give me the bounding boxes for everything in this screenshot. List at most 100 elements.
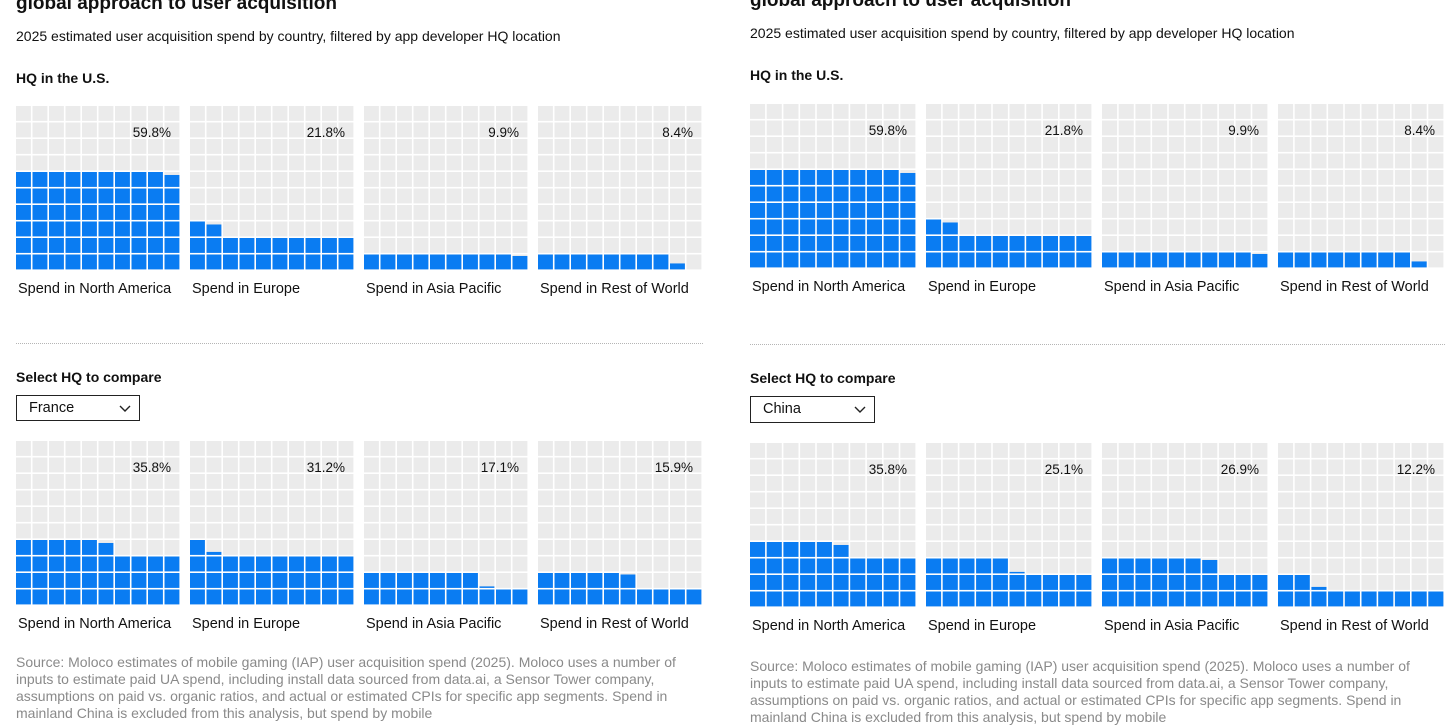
- waffle-cell-bg: [322, 441, 337, 456]
- waffle-cell: [1118, 558, 1134, 574]
- waffle-cell-bg: [1394, 492, 1410, 508]
- waffle-cell: [190, 556, 205, 572]
- waffle-cell-bg: [322, 172, 337, 187]
- waffle-cell-bg: [1278, 542, 1294, 557]
- waffle-cell-bg: [413, 474, 429, 489]
- waffle-cell-bg: [496, 106, 511, 121]
- dropdown[interactable]: China: [750, 396, 875, 423]
- waffle-cell-bg: [496, 556, 511, 572]
- waffle-cell-bg: [1344, 120, 1360, 136]
- waffle-cell-bg: [554, 188, 570, 204]
- waffle-cell-bg: [1218, 459, 1234, 475]
- waffle-cell-bg: [976, 186, 992, 202]
- waffle-cell: [571, 573, 586, 588]
- waffle-cell-bg: [131, 474, 147, 489]
- waffle-cell-bg: [766, 459, 782, 475]
- waffle-cell: [164, 238, 180, 253]
- waffle-cell-bg: [82, 106, 97, 121]
- waffle-cell-bg: [98, 155, 114, 171]
- waffle-cell: [959, 236, 975, 251]
- waffle-cell-bg: [1378, 104, 1394, 119]
- waffle-cell-bg: [653, 556, 669, 572]
- waffle-cell-bg: [1252, 104, 1268, 119]
- waffle-cell: [206, 573, 222, 588]
- waffle-cell-bg: [850, 525, 866, 541]
- waffle-cell: [1076, 591, 1092, 607]
- waffle-cell: [976, 575, 992, 590]
- waffle-cell-bg: [942, 459, 958, 475]
- dropdown[interactable]: France: [16, 395, 140, 421]
- waffle-cell-bg: [1118, 219, 1134, 235]
- waffle-fill: [364, 573, 528, 605]
- waffle-cell: [800, 203, 816, 218]
- waffle-cell: [816, 542, 832, 557]
- waffle-cell-bg: [571, 457, 586, 473]
- waffle-cell: [164, 254, 180, 270]
- waffle-cell-bg: [1042, 443, 1058, 458]
- waffle-cell-bg: [1235, 509, 1251, 524]
- waffle-cell-bg: [686, 139, 702, 154]
- waffle-cell-bg: [833, 459, 849, 475]
- waffle-cell-bg: [766, 104, 782, 119]
- waffle-cell-bg: [65, 106, 81, 121]
- waffle-cell-bg: [1378, 509, 1394, 524]
- waffle-cell-bg: [463, 122, 478, 138]
- waffle-cell-bg: [538, 139, 553, 154]
- waffle-cell-bg: [1411, 153, 1427, 169]
- waffle-cell-bg: [82, 490, 97, 506]
- waffle-cell-bg: [926, 459, 942, 475]
- waffle-cell-bg: [1026, 170, 1042, 185]
- waffle-cell: [272, 238, 288, 253]
- category-label: Spend in Rest of World: [1280, 618, 1429, 634]
- waffle-cell-bg: [446, 238, 462, 253]
- waffle-cell-bg: [653, 441, 669, 456]
- waffle-cell-bg: [206, 155, 222, 171]
- waffle-cell-bg: [1278, 492, 1294, 508]
- waffle-cell-bg: [1394, 120, 1410, 136]
- waffle-cell-bg: [1411, 558, 1427, 574]
- waffle-cell-bg: [1102, 476, 1118, 491]
- waffle-cell-bg: [512, 188, 528, 204]
- waffle-cell-bg: [1378, 575, 1394, 590]
- waffle-cell: [98, 221, 114, 237]
- waffle-cell-bg: [850, 443, 866, 458]
- waffle-cell-bg: [305, 188, 321, 204]
- waffle-cell: [783, 575, 799, 590]
- waffle-cell-bg: [1394, 153, 1410, 169]
- waffle-cell-bg: [49, 106, 64, 121]
- waffle-cell: [959, 558, 975, 574]
- waffle-cell-bg: [1361, 476, 1377, 491]
- waffle-cell-bg: [1235, 525, 1251, 541]
- waffle-cell: [479, 254, 495, 270]
- waffle-cell: [766, 252, 782, 268]
- waffle-cell-bg: [604, 221, 619, 237]
- waffle-cell-bg: [512, 490, 528, 506]
- waffle-cell: [959, 575, 975, 590]
- waffle-cell-bg: [1311, 509, 1327, 524]
- waffle-cell-bg: [496, 573, 511, 588]
- waffle-cell: [883, 186, 899, 202]
- waffle-cell-bg: [637, 155, 652, 171]
- waffle-cell: [850, 575, 866, 590]
- waffle-cell-bg: [1202, 153, 1218, 169]
- waffle-cell: [959, 591, 975, 607]
- waffle-cell: [850, 252, 866, 268]
- waffle-cell-bg: [1252, 137, 1268, 152]
- category-label: Spend in North America: [18, 281, 172, 297]
- waffle: 9.9%: [364, 106, 528, 270]
- waffle-cell-bg: [239, 122, 255, 138]
- waffle-cell-bg: [571, 205, 586, 220]
- waffle-cell-bg: [1394, 476, 1410, 491]
- waffle-cell-bg: [1278, 203, 1294, 218]
- dropdown-value: France: [29, 400, 75, 416]
- waffle-cell-bg: [190, 523, 205, 539]
- waffle-cell: [900, 252, 916, 268]
- waffle-cell: [82, 172, 97, 187]
- waffle-cell: [926, 236, 942, 251]
- waffle-cell: [1311, 591, 1327, 607]
- waffle-cell-bg: [587, 523, 603, 539]
- waffle-cell: [942, 591, 958, 607]
- waffle-cell-bg: [256, 122, 271, 138]
- waffle-cell-bg: [850, 542, 866, 557]
- waffle-cell-bg: [148, 106, 163, 121]
